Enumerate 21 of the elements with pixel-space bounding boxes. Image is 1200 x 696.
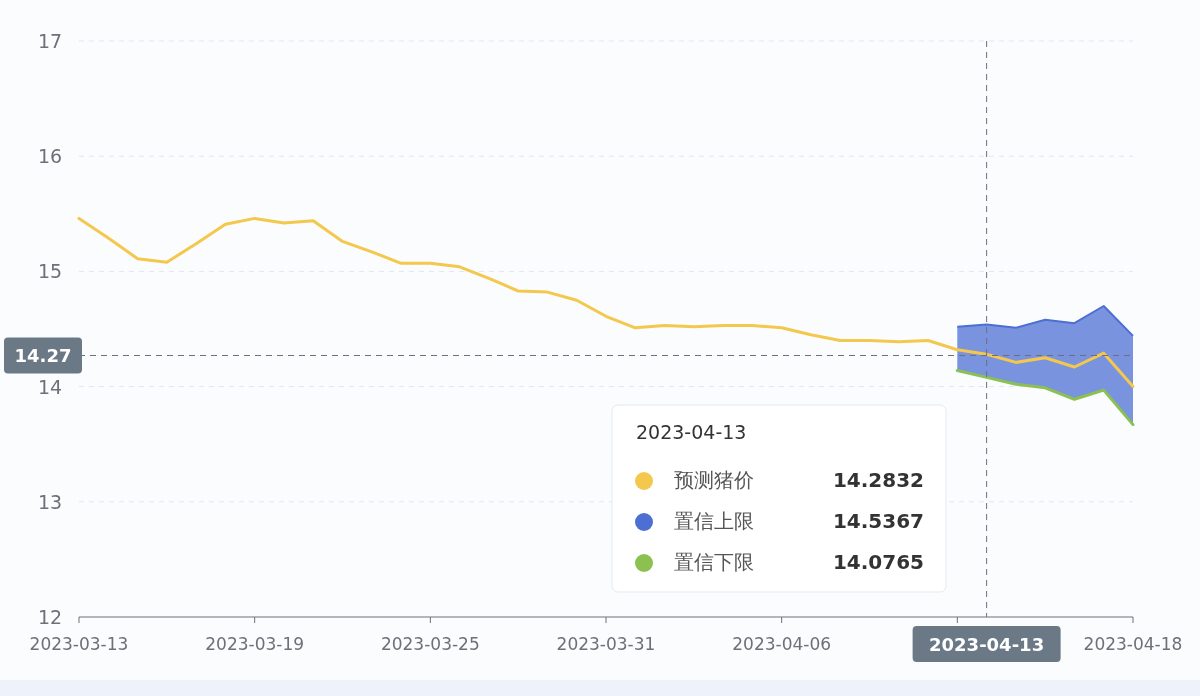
x-tick-label: 2023-04-18 bbox=[1083, 634, 1183, 654]
x-tick-label: 2023-03-31 bbox=[556, 634, 656, 654]
y-tick-label: 15 bbox=[37, 260, 63, 283]
annotation: 14.5367 bbox=[832, 509, 924, 533]
y-tick-label: 12 bbox=[37, 606, 63, 628]
x-tick-label: 2023-04-06 bbox=[732, 634, 832, 654]
y-tick-label: 14 bbox=[37, 375, 63, 398]
legend-label: 置信上限 bbox=[674, 509, 754, 533]
y-tick-label: 17 bbox=[37, 30, 63, 52]
legend-label: 置信下限 bbox=[674, 550, 754, 574]
annotation: 2023-04-13 bbox=[636, 421, 747, 443]
y-tick-label: 13 bbox=[37, 490, 63, 513]
x-tick-label: 2023-03-19 bbox=[205, 634, 305, 654]
legend-label: 预测猪价 bbox=[674, 468, 754, 492]
annotation: 14.0765 bbox=[832, 550, 924, 574]
x-tick-label: 2023-03-13 bbox=[29, 634, 129, 654]
ref-line-label: 14.27 bbox=[14, 345, 72, 367]
annotation: 14.2832 bbox=[832, 468, 924, 492]
x-tick-label: 2023-03-25 bbox=[380, 634, 480, 654]
y-tick-label: 16 bbox=[37, 145, 63, 168]
ref-line-label: 2023-04-13 bbox=[929, 634, 1045, 655]
